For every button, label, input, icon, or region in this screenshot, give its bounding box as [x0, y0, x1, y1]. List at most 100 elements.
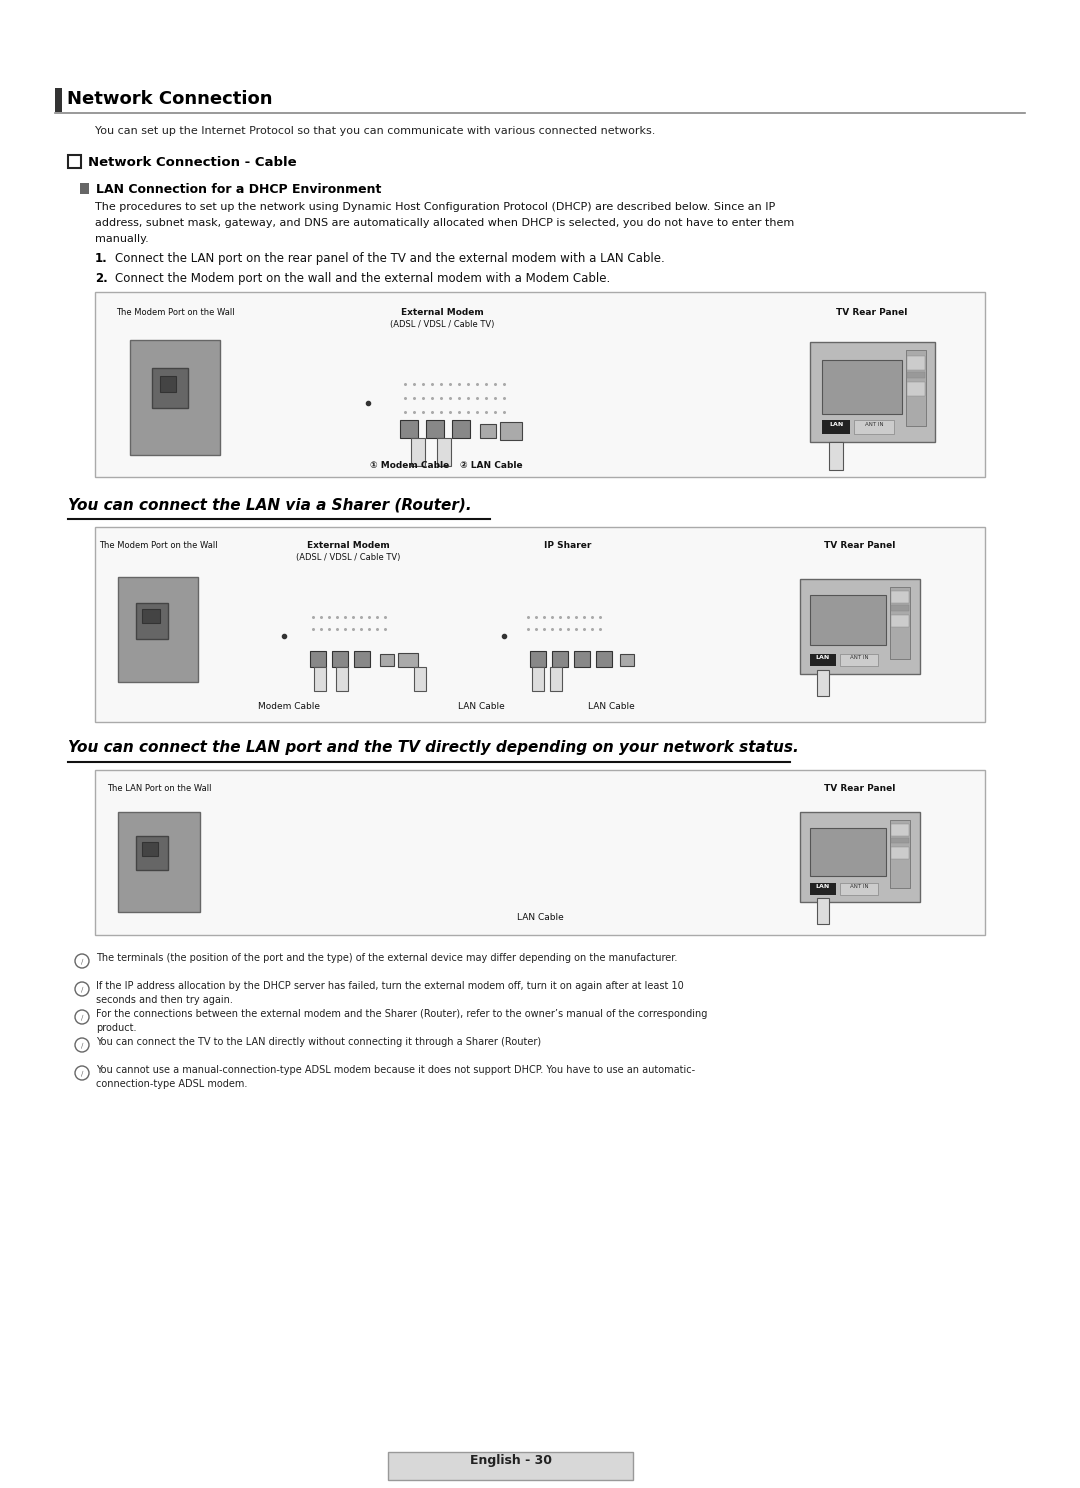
Bar — [80, 183, 89, 193]
Text: The terminals (the position of the port and the type) of the external device may: The terminals (the position of the port … — [96, 952, 677, 963]
Text: ② LAN Cable: ② LAN Cable — [460, 461, 523, 470]
Bar — [380, 655, 394, 667]
Text: Network Connection: Network Connection — [67, 89, 272, 109]
Text: ∕: ∕ — [81, 987, 83, 992]
Text: seconds and then try again.: seconds and then try again. — [96, 995, 233, 1004]
Bar — [426, 420, 444, 437]
Bar — [550, 667, 562, 690]
Bar — [800, 579, 920, 674]
Text: Network Connection - Cable: Network Connection - Cable — [87, 156, 297, 170]
Text: TV Rear Panel: TV Rear Panel — [824, 784, 895, 793]
Text: English - 30: English - 30 — [470, 1454, 552, 1467]
Bar — [840, 882, 878, 894]
Bar — [891, 824, 909, 836]
Bar — [816, 897, 829, 924]
Text: TV Rear Panel: TV Rear Panel — [836, 308, 907, 317]
Bar — [414, 667, 426, 690]
Text: You can set up the Internet Protocol so that you can communicate with various co: You can set up the Internet Protocol so … — [95, 126, 656, 135]
FancyBboxPatch shape — [346, 360, 539, 446]
Bar — [822, 420, 850, 434]
Bar — [95, 292, 985, 478]
Text: LAN: LAN — [815, 884, 831, 888]
Text: ∕: ∕ — [81, 1042, 83, 1048]
Text: TV Rear Panel: TV Rear Panel — [824, 542, 895, 551]
Text: Connect the Modem port on the wall and the external modem with a Modem Cable.: Connect the Modem port on the wall and t… — [114, 272, 610, 286]
Bar — [800, 812, 920, 902]
Bar — [332, 652, 348, 667]
Text: 2.: 2. — [95, 272, 108, 286]
Bar — [95, 527, 985, 722]
Bar — [829, 442, 843, 470]
Bar — [891, 606, 909, 612]
Bar — [314, 667, 326, 690]
Text: External Modem: External Modem — [401, 308, 484, 317]
Bar — [854, 420, 894, 434]
Bar — [891, 615, 909, 626]
Text: LAN Cable: LAN Cable — [588, 702, 635, 711]
Bar — [118, 577, 198, 682]
Bar — [891, 591, 909, 603]
Text: External Modem: External Modem — [307, 542, 390, 551]
Text: (ADSL / VDSL / Cable TV): (ADSL / VDSL / Cable TV) — [390, 320, 495, 329]
Bar — [136, 836, 168, 870]
Bar — [437, 437, 451, 466]
Bar — [411, 437, 426, 466]
Bar — [160, 376, 176, 391]
Bar — [354, 652, 370, 667]
Bar — [399, 653, 418, 667]
Text: You can connect the LAN via a Sharer (Router).: You can connect the LAN via a Sharer (Ro… — [68, 497, 472, 512]
FancyBboxPatch shape — [484, 597, 652, 676]
Text: ∕: ∕ — [81, 1070, 83, 1076]
Bar — [816, 670, 829, 696]
Bar — [907, 356, 924, 371]
Bar — [55, 88, 62, 112]
Bar — [68, 155, 81, 168]
Bar — [810, 882, 836, 894]
Bar — [95, 769, 985, 934]
Bar — [907, 382, 924, 396]
Text: ① Modem Cable: ① Modem Cable — [370, 461, 449, 470]
Bar — [141, 842, 158, 856]
Bar — [400, 420, 418, 437]
Bar — [530, 652, 546, 667]
Bar — [810, 595, 886, 644]
Text: address, subnet mask, gateway, and DNS are automatically allocated when DHCP is : address, subnet mask, gateway, and DNS a… — [95, 219, 794, 228]
Text: For the connections between the external modem and the Sharer (Router), refer to: For the connections between the external… — [96, 1009, 707, 1019]
Bar — [620, 655, 634, 667]
Text: 1.: 1. — [95, 251, 108, 265]
Bar — [532, 667, 544, 690]
Bar — [500, 423, 522, 440]
Bar — [810, 655, 836, 667]
Bar — [136, 603, 168, 638]
Text: ∕: ∕ — [81, 1013, 83, 1019]
Text: LAN: LAN — [815, 655, 831, 661]
Bar — [891, 847, 909, 859]
Text: ∕: ∕ — [81, 958, 83, 964]
Text: The procedures to set up the network using Dynamic Host Configuration Protocol (: The procedures to set up the network usi… — [95, 202, 775, 211]
Text: connection-type ADSL modem.: connection-type ADSL modem. — [96, 1079, 247, 1089]
Bar — [810, 827, 886, 876]
FancyBboxPatch shape — [264, 597, 432, 676]
Bar — [840, 655, 878, 667]
Bar — [890, 820, 910, 888]
Text: The LAN Port on the Wall: The LAN Port on the Wall — [107, 784, 212, 793]
Bar — [810, 342, 935, 442]
Bar — [552, 652, 568, 667]
Text: You can connect the LAN port and the TV directly depending on your network statu: You can connect the LAN port and the TV … — [68, 740, 799, 754]
Text: Connect the LAN port on the rear panel of the TV and the external modem with a L: Connect the LAN port on the rear panel o… — [114, 251, 665, 265]
Bar — [822, 360, 902, 414]
Bar — [573, 652, 590, 667]
Bar — [118, 812, 200, 912]
Text: You can connect the TV to the LAN directly without connecting it through a Share: You can connect the TV to the LAN direct… — [96, 1037, 541, 1048]
Text: LAN Connection for a DHCP Environment: LAN Connection for a DHCP Environment — [96, 183, 381, 196]
Text: ANT IN: ANT IN — [850, 884, 868, 888]
Bar — [480, 424, 496, 437]
Bar — [130, 339, 220, 455]
Text: LAN: LAN — [828, 423, 843, 427]
Bar — [891, 838, 909, 844]
Bar — [890, 586, 910, 659]
Text: LAN Cable: LAN Cable — [516, 914, 564, 923]
Text: (ADSL / VDSL / Cable TV): (ADSL / VDSL / Cable TV) — [296, 554, 401, 562]
Text: The Modem Port on the Wall: The Modem Port on the Wall — [98, 542, 217, 551]
Text: ANT IN: ANT IN — [850, 655, 868, 661]
